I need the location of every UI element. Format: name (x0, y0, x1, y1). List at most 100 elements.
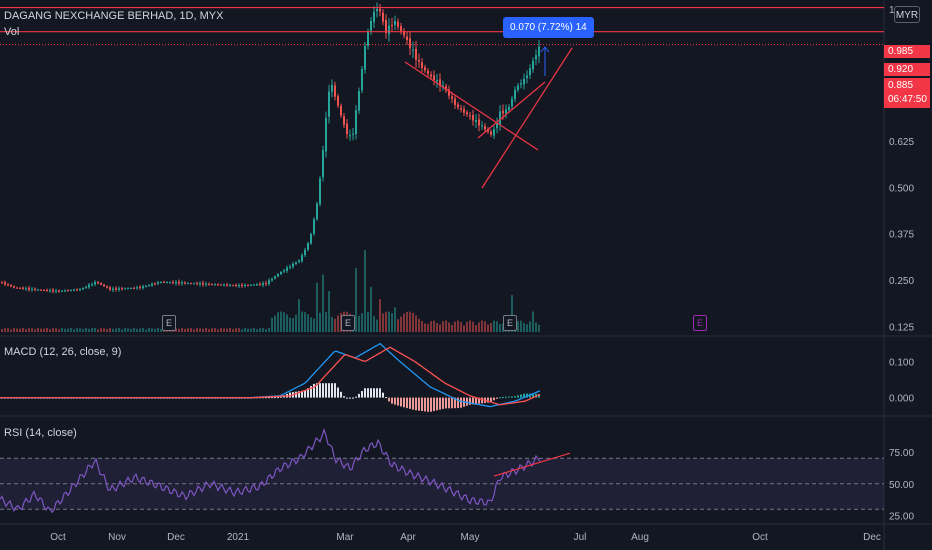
candle-body (394, 20, 396, 25)
candle-body (505, 109, 507, 114)
price-tick-label: 0.625 (889, 137, 914, 148)
currency-button[interactable]: MYR (894, 6, 920, 23)
macd-histogram-bar (523, 393, 525, 398)
macd-histogram-bar (298, 391, 300, 398)
candle-body (427, 70, 429, 74)
volume-bar (253, 327, 255, 332)
candle-body (358, 91, 360, 111)
candle-body (433, 75, 435, 81)
volume-bar (274, 315, 276, 332)
macd-legend[interactable]: MACD (12, 26, close, 9) (4, 346, 122, 358)
macd-histogram-bar (505, 396, 507, 398)
candle-body (151, 283, 153, 286)
volume-bar (67, 328, 69, 332)
macd-histogram-bar (319, 383, 321, 398)
candle-body (76, 289, 78, 291)
candle-body (379, 8, 381, 12)
volume-bar (187, 328, 189, 332)
candle-body (28, 287, 30, 290)
volume-bar (445, 320, 447, 332)
volume-bar (220, 327, 222, 332)
candle-body (361, 68, 363, 91)
macd-histogram-bar (406, 397, 408, 409)
volume-bar (538, 324, 540, 332)
candle-body (82, 288, 84, 290)
macd-histogram-bar (400, 397, 402, 407)
macd-histogram-bar (517, 395, 519, 398)
macd-tick-label: 0.100 (889, 358, 914, 369)
candle-body (442, 85, 444, 87)
volume-bar (454, 321, 456, 332)
macd-histogram-bar (430, 397, 432, 412)
volume-bar (118, 327, 120, 332)
earnings-marker-upcoming[interactable]: E (693, 315, 707, 331)
time-axis-label: Apr (400, 532, 416, 543)
volume-bar (460, 322, 462, 332)
volume-bar (58, 329, 60, 332)
volume-bar (70, 327, 72, 332)
volume-bar (358, 315, 360, 332)
candle-body (256, 284, 258, 286)
candle-body (352, 133, 354, 135)
volume-bar (388, 311, 390, 332)
candle-body (313, 219, 315, 234)
macd-histogram-bar (493, 397, 495, 401)
volume-bar (208, 329, 210, 332)
candle-body (388, 25, 390, 35)
volume-bar (436, 322, 438, 332)
macd-histogram-bar (418, 397, 420, 411)
volume-legend[interactable]: Vol (4, 26, 20, 38)
rsi-line (0, 428, 541, 514)
rsi-legend[interactable]: RSI (14, close) (4, 427, 77, 439)
macd-histogram-bar (451, 397, 453, 409)
volume-bar (418, 318, 420, 332)
macd-histogram-bar (310, 386, 312, 398)
macd-histogram-bar (508, 396, 510, 398)
volume-bar (523, 322, 525, 332)
candle-body (4, 282, 6, 285)
candle-body (508, 107, 510, 110)
macd-histogram-bar (412, 397, 414, 410)
candle-body (514, 89, 516, 100)
time-axis-label: 2021 (227, 532, 250, 543)
volume-bar (175, 328, 177, 332)
volume-bar (49, 329, 51, 332)
macd-histogram-bar (394, 397, 396, 405)
candle-body (526, 75, 528, 79)
candle-body (259, 283, 261, 285)
countdown: 06:47:50 (888, 94, 927, 105)
volume-bar (25, 329, 27, 332)
earnings-marker[interactable]: E (341, 315, 355, 331)
candle-body (55, 290, 57, 292)
rsi-tick-label: 75.00 (889, 448, 914, 459)
candle-body (298, 260, 300, 262)
candle-body (445, 86, 447, 91)
earnings-marker[interactable]: E (503, 315, 517, 331)
volume-bar (79, 328, 81, 332)
volume-bar (265, 329, 267, 332)
macd-histogram-bar (511, 396, 513, 398)
macd-histogram-bar (481, 397, 483, 404)
earnings-marker[interactable]: E (162, 315, 176, 331)
candle-body (7, 284, 9, 286)
macd-histogram-bar (442, 397, 444, 409)
time-axis-label: Jul (574, 532, 587, 543)
candle-body (145, 285, 147, 287)
candle-body (448, 89, 450, 96)
volume-bar (364, 250, 366, 332)
macd-histogram-bar (289, 392, 291, 398)
volume-bar (439, 324, 441, 332)
macd-histogram-bar (358, 393, 360, 398)
volume-bar (271, 317, 273, 332)
candle-body (193, 283, 195, 285)
candle-body (475, 120, 477, 122)
macd-histogram-bar (364, 388, 366, 398)
candle-body (184, 282, 186, 284)
symbol-title[interactable]: DAGANG NEXCHANGE BERHAD, 1D, MYX (4, 10, 224, 22)
volume-bar (394, 307, 396, 332)
volume-bar (262, 328, 264, 332)
candle-body (265, 282, 267, 284)
candle-body (280, 271, 282, 275)
candle-body (190, 283, 192, 285)
